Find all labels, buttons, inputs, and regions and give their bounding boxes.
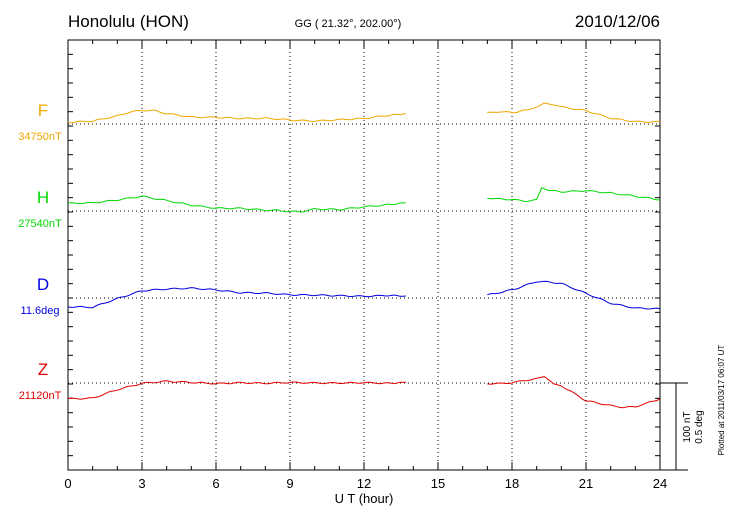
series-baseline-f: 34750nT (18, 131, 62, 143)
series-name-d: D (37, 275, 49, 294)
series-name-h: H (37, 188, 49, 207)
series-baseline-d: 11.6deg (21, 305, 60, 317)
station-title: Honolulu (HON) (68, 12, 189, 31)
series-line-f-morning (67, 109, 406, 124)
date-label: 2010/12/06 (575, 12, 660, 31)
x-axis-title: U T (hour) (335, 491, 394, 506)
coordinates-label: GG ( 21.32°, 202.00°) (295, 18, 402, 30)
scale-nt-label: 100 nT (682, 411, 693, 442)
series-name-f: F (38, 101, 48, 120)
series-baseline-h: 27540nT (18, 218, 62, 230)
scale-bar: 100 nT 0.5 deg (660, 382, 705, 471)
x-tick-labels: 0 3 6 9 12 15 18 21 24 (64, 476, 667, 491)
series-line-f-evening (487, 102, 661, 123)
x-tick-label-6: 6 (212, 476, 219, 491)
series-layer (67, 102, 661, 409)
series-line-z-morning (67, 380, 406, 400)
series-baseline-z: 21120nT (19, 390, 62, 402)
series-line-d-evening (487, 280, 661, 310)
x-tick-label-18: 18 (505, 476, 519, 491)
series-line-h-morning (67, 195, 406, 213)
ticks-layer (67, 40, 661, 470)
scale-deg-label: 0.5 deg (694, 410, 705, 443)
series-name-z: Z (38, 360, 48, 379)
x-tick-label-12: 12 (357, 476, 371, 491)
series-line-d-morning (67, 287, 406, 309)
x-tick-label-0: 0 (64, 476, 71, 491)
plotted-at-note: Plotted at 2011/03/17 06:07 UT (717, 345, 726, 456)
x-tick-label-3: 3 (138, 476, 145, 491)
series-line-z-evening (487, 376, 661, 409)
grid-layer (141, 40, 587, 470)
x-tick-label-21: 21 (579, 476, 593, 491)
x-tick-label-15: 15 (431, 476, 445, 491)
x-tick-label-9: 9 (286, 476, 293, 491)
series-line-h-evening (487, 187, 661, 203)
x-tick-label-24: 24 (653, 476, 667, 491)
series-labels: F 34750nT H 27540nT D 11.6deg Z 21120nT (18, 101, 62, 402)
